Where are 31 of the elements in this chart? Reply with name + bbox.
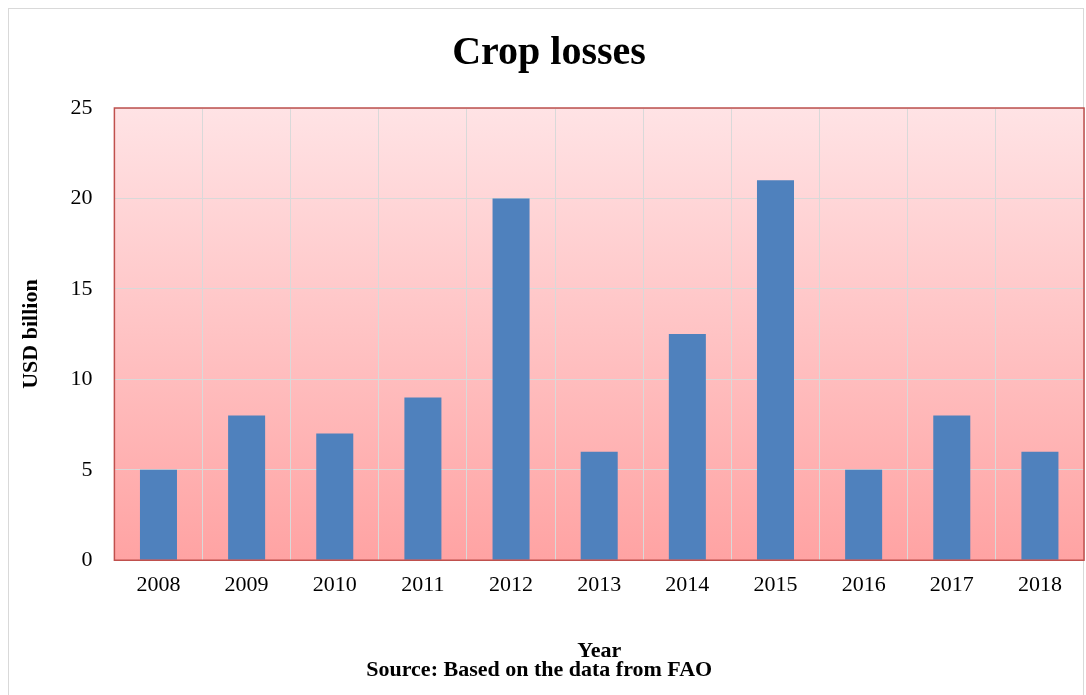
x-tick-label: 2014 <box>665 571 710 597</box>
bar <box>139 469 177 560</box>
y-tick-label: 20 <box>70 184 93 210</box>
x-tick-label: 2008 <box>136 571 181 597</box>
bar <box>1021 451 1059 560</box>
source-note: Source: Based on the data from FAO <box>366 656 713 681</box>
y-tick-label: 0 <box>81 545 93 571</box>
x-tick-label: 2017 <box>929 571 974 597</box>
x-tick-label: 2013 <box>577 571 622 597</box>
bar <box>492 198 530 560</box>
bar <box>845 469 883 560</box>
bar <box>756 180 794 560</box>
chart-title: Crop losses <box>452 28 646 74</box>
bar <box>228 415 266 560</box>
bar <box>668 334 706 560</box>
x-tick-label: 2010 <box>312 571 357 597</box>
bar <box>404 397 442 560</box>
x-tick-label: 2015 <box>753 571 798 597</box>
x-tick-label: 2009 <box>224 571 269 597</box>
y-tick-label: 15 <box>70 274 93 300</box>
x-tick-label: 2016 <box>841 571 886 597</box>
y-tick-label: 5 <box>81 455 93 481</box>
x-tick-label: 2012 <box>489 571 534 597</box>
bar <box>316 433 354 560</box>
y-tick-label: 10 <box>70 365 93 391</box>
y-axis-title: USD billion <box>16 279 42 389</box>
x-tick-label: 2011 <box>401 571 445 597</box>
bar <box>580 451 618 560</box>
y-tick-label: 25 <box>70 93 93 119</box>
bar <box>933 415 971 560</box>
x-tick-label: 2018 <box>1017 571 1062 597</box>
